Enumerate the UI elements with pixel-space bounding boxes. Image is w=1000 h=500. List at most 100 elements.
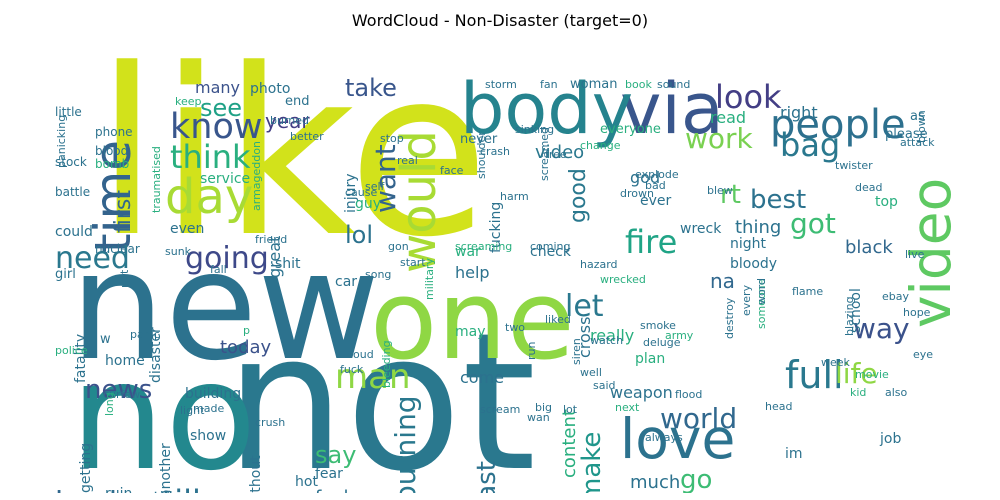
word-start-151: start (400, 256, 426, 269)
word-home-70: home (105, 353, 145, 369)
word-great-58: great (265, 236, 284, 278)
word-explode-133: explode (635, 168, 679, 181)
chart-title: WordCloud - Non-Disaster (target=0) (351, 11, 649, 30)
word-man-31: man (335, 357, 411, 397)
word-full-21: full (785, 353, 844, 397)
word-disaster-82: disaster (148, 327, 164, 383)
word-hot-71: hot (295, 474, 318, 490)
word-shit-91: shit (275, 256, 301, 272)
word-please-103: please (885, 127, 928, 142)
word-song-159: song (365, 268, 391, 281)
word-day-8: day (165, 169, 253, 225)
word-blown-124: blown (915, 110, 928, 143)
word-fall-155: fall (210, 263, 227, 276)
word-lot-197: lot (563, 403, 578, 416)
word-still-23: still (145, 483, 201, 493)
word-loud-190: loud (350, 348, 374, 361)
word-gon-150: gon (388, 240, 409, 253)
word-getting-85: getting (78, 443, 94, 493)
word-deluge-167: deluge (643, 336, 681, 349)
word-said-182: said (593, 379, 616, 392)
word-want-27: want (369, 144, 402, 213)
word-could-74: could (55, 224, 93, 240)
word-even-69: even (170, 221, 204, 237)
word-military-160: military (423, 258, 436, 300)
word-curfew-193: curfew (103, 388, 140, 401)
word-got-20: got (790, 207, 836, 240)
word-need-18: need (55, 241, 130, 276)
word-not-2: not (225, 292, 536, 493)
word-army-164: army (665, 329, 694, 342)
word-twister-126: twister (835, 159, 873, 172)
word-burned-119: burned (270, 114, 309, 127)
word-another-84: another (158, 443, 174, 493)
word-flood-184: flood (675, 388, 702, 401)
word-friend-152: friend (255, 233, 287, 246)
word-book-122: book (625, 78, 652, 91)
word-well-181: well (580, 366, 602, 379)
word-flame-172: flame (792, 285, 823, 298)
word-know-13: know (170, 107, 263, 147)
word-make-41: make (577, 432, 607, 493)
word-shoulder-127: shoulder (475, 131, 488, 179)
word-news-30: news (85, 375, 152, 405)
word-stock-112: stock (55, 155, 87, 169)
word-panicking-114: panicking (55, 115, 68, 168)
word-let-35: let (565, 289, 604, 324)
word-as-104: as (910, 109, 925, 124)
word-weapon-51: weapon (610, 383, 673, 402)
word-every-169: every (740, 284, 753, 316)
word-life-29: life (835, 357, 878, 390)
word-time-7: time (84, 140, 142, 253)
word-look-15: look (715, 78, 782, 116)
word-light-195: light (180, 404, 205, 417)
word-without-86: without (248, 455, 264, 493)
word-people-10: people (770, 102, 906, 148)
word-go-43: go (680, 465, 712, 493)
word-cause-137: cause (345, 186, 377, 199)
word-smoke-166: smoke (640, 319, 676, 332)
word-bleeding-189: bleeding (380, 340, 393, 388)
word-emergency-25: emergency (695, 486, 864, 493)
word-last-40: last (472, 461, 502, 493)
word-movie-178: movie (855, 368, 889, 381)
word-free-131: free (545, 148, 567, 161)
word-service-99: service (200, 171, 250, 187)
word-ruin-73: ruin (105, 486, 132, 493)
word-blew-143: blew (707, 184, 733, 197)
word-big-188: big (535, 401, 552, 414)
word-think-14: think (170, 138, 251, 176)
word-love-12: love (620, 407, 735, 471)
word-bag-16: bag (780, 126, 840, 164)
word-via-5: via (620, 68, 724, 150)
word-live-145: live (905, 248, 925, 261)
word-take-32: take (345, 74, 397, 102)
word-year-45: year (265, 109, 310, 133)
word-see-33: see (200, 94, 242, 122)
word-no-3: no (70, 330, 257, 493)
word-always-185: always (645, 431, 683, 444)
word-fire-19: fire (625, 223, 677, 261)
word-sinking-130: sinking (515, 123, 554, 136)
word-harm-139: harm (500, 190, 529, 203)
word-someone-168: someone (755, 278, 768, 329)
word-word-170: word (755, 278, 768, 305)
word-top-94: top (875, 194, 898, 210)
word-back-24: back (55, 486, 127, 493)
word-ever-98: ever (640, 193, 672, 209)
word-today-48: today (220, 337, 272, 358)
word-would-9: would (391, 130, 447, 273)
word-watch-165: watch (590, 334, 623, 347)
word-also-183: also (885, 386, 908, 399)
word-best-28: best (750, 185, 806, 215)
word-put-154: put (118, 269, 131, 288)
word-two-162: two (505, 321, 525, 334)
word-wreck-80: wreck (680, 221, 722, 237)
word-na-46: na (710, 269, 735, 293)
word-siren-180: siren (570, 338, 583, 365)
word-police-157: police (55, 344, 88, 357)
word-feel-49: feel (315, 487, 349, 493)
word-fear-87: fear (315, 466, 343, 482)
word-liked-161: liked (545, 313, 571, 326)
